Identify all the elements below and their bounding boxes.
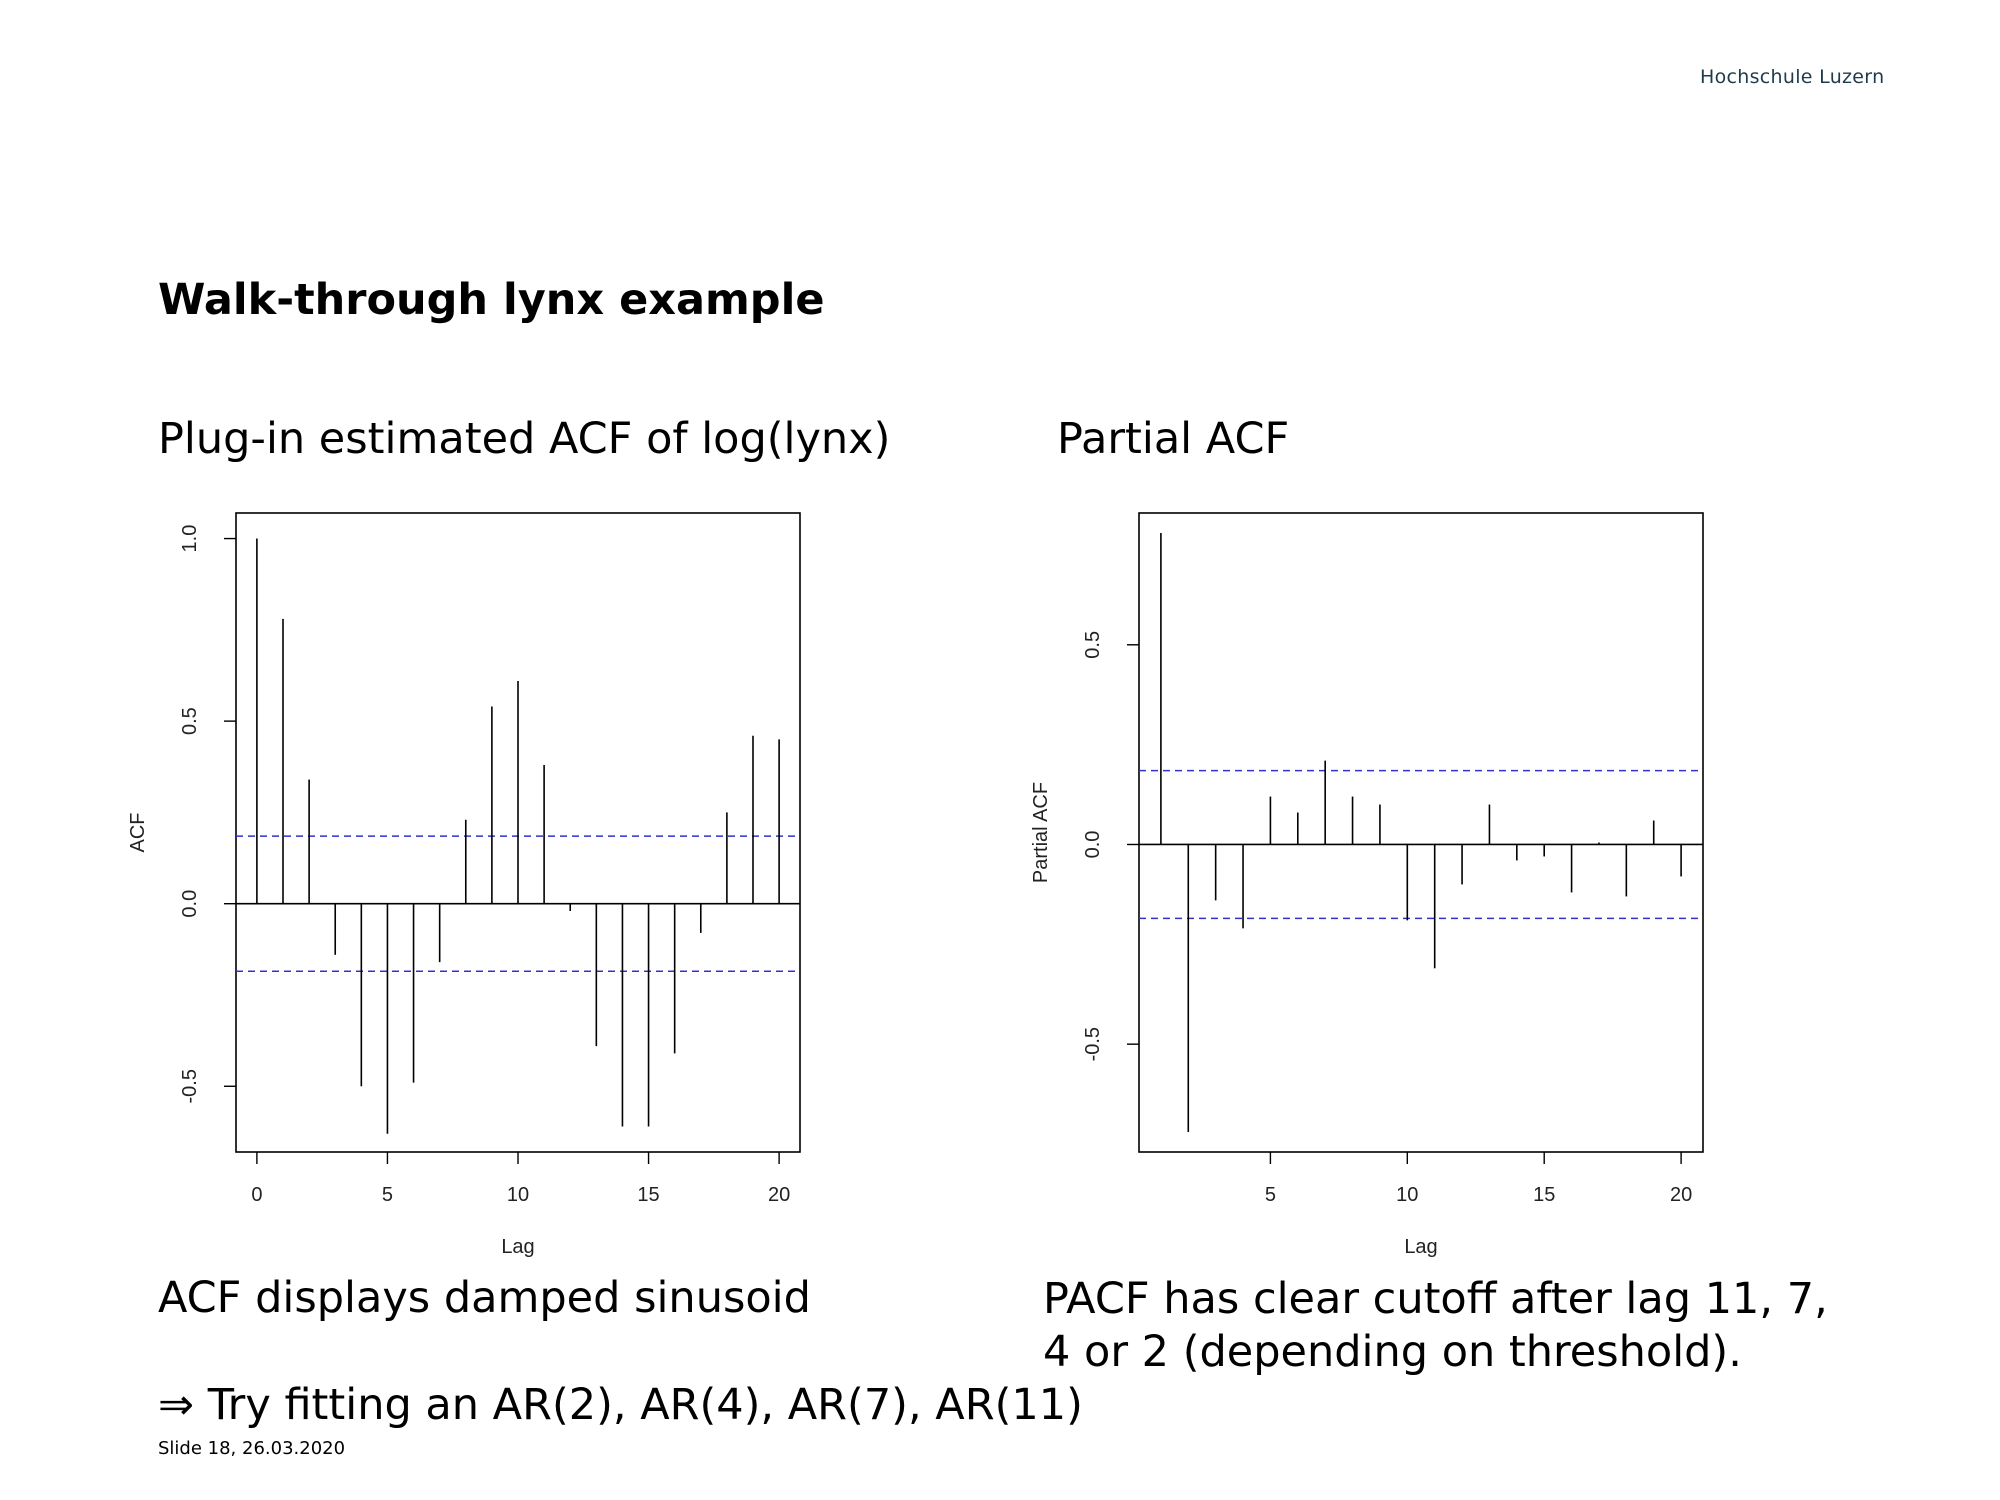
university-logo: Hochschule Luzern: [1700, 66, 1885, 88]
pacf-heading: Partial ACF: [1057, 414, 1290, 464]
acf-chart: 0 5 10 15 20 -0.5 0.0 0.5 1.0 Lag ACF: [127, 512, 801, 1258]
y-tick-label: 0.5: [1082, 631, 1104, 659]
y-tick-label: -0.5: [179, 1069, 201, 1103]
slide-footer: Slide 18, 26.03.2020: [158, 1438, 346, 1459]
y-tick-label: -0.5: [1082, 1027, 1104, 1061]
pacf-note: PACF has clear cutoff after lag 11, 7, 4…: [1043, 1273, 1943, 1379]
x-axis-label: Lag: [501, 1236, 534, 1258]
x-tick-label: 10: [507, 1184, 529, 1206]
x-axis-label: Lag: [1404, 1236, 1437, 1258]
plot-frame: [1138, 512, 1704, 1153]
x-tick-label: 5: [382, 1184, 393, 1206]
y-tick-label: 1.0: [179, 525, 201, 553]
x-tick-label: 10: [1396, 1184, 1418, 1206]
acf-note: ACF displays damped sinusoid: [158, 1273, 811, 1323]
y-tick-label: 0.0: [1082, 831, 1104, 859]
pacf-chart: 5 10 15 20 -0.5 0.0 0.5 Lag Partial ACF: [1030, 512, 1704, 1258]
x-tick-label: 0: [251, 1184, 262, 1206]
x-tick-label: 15: [1533, 1184, 1555, 1206]
x-tick-label: 15: [637, 1184, 659, 1206]
x-tick-label: 5: [1265, 1184, 1276, 1206]
pacf-note-line1: PACF has clear cutoff after lag 11, 7,: [1043, 1274, 1828, 1324]
pacf-note-line2: 4 or 2 (depending on threshold).: [1043, 1327, 1742, 1377]
x-tick-label: 20: [768, 1184, 790, 1206]
y-axis-label: ACF: [127, 813, 149, 853]
acf-heading: Plug-in estimated ACF of log(lynx): [158, 414, 891, 464]
conclusion-text: ⇒ Try fitting an AR(2), AR(4), AR(7), AR…: [158, 1380, 1083, 1430]
x-tick-label: 20: [1670, 1184, 1692, 1206]
slide-title: Walk-through lynx example: [158, 275, 825, 325]
y-axis-label: Partial ACF: [1030, 782, 1052, 883]
y-tick-label: 0.0: [179, 890, 201, 918]
y-tick-label: 0.5: [179, 707, 201, 735]
